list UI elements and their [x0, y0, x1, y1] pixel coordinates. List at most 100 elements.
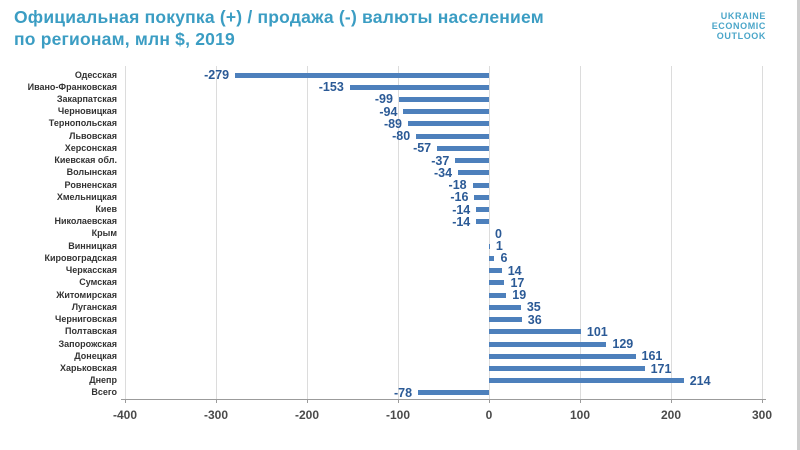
bar	[489, 243, 490, 249]
bar-value-label: -18	[448, 178, 467, 193]
bar	[349, 84, 489, 90]
bar	[489, 304, 521, 310]
bar-value-label: -57	[413, 141, 432, 156]
logo-ukraine-economic-outlook: UKRAINE ECONOMIC OUTLOOK	[712, 11, 766, 41]
x-axis-tick	[762, 399, 763, 403]
y-axis-label: Днепр	[89, 375, 117, 386]
y-axis-label: Тернопольская	[48, 118, 117, 129]
x-axis-tick-label: -400	[112, 408, 138, 422]
bar	[489, 268, 502, 274]
bar	[489, 341, 607, 347]
bar-value-label: -16	[450, 190, 469, 205]
bar	[476, 207, 489, 213]
x-axis-tick	[307, 399, 308, 403]
y-axis-label: Хмельницкая	[56, 191, 117, 202]
y-axis-label: Кировоградская	[44, 252, 117, 263]
gridline	[489, 66, 490, 399]
bar	[458, 170, 489, 176]
bar	[489, 280, 505, 286]
y-axis-label: Черкасская	[65, 265, 117, 276]
bar	[489, 353, 636, 359]
logo-line: ECONOMIC	[711, 21, 766, 31]
bar-value-label: 101	[586, 324, 608, 339]
bar-value-label: 1	[495, 239, 503, 254]
bar	[489, 366, 645, 372]
y-axis-label: Черниговская	[55, 314, 117, 325]
x-axis-line	[121, 399, 766, 400]
y-axis-label: Киев	[95, 204, 117, 215]
bar-value-label: -99	[374, 92, 393, 107]
bar	[235, 72, 489, 78]
bar-value-label: -14	[452, 214, 471, 229]
bar-value-label: -89	[383, 116, 403, 131]
y-axis-label: Киевская обл.	[54, 155, 117, 166]
y-axis-label: Всего	[91, 387, 117, 398]
bar	[418, 390, 489, 396]
y-axis-label: Луганская	[71, 301, 117, 312]
x-axis-tick-label: 0	[485, 408, 493, 422]
y-axis-label: Винницкая	[68, 240, 117, 251]
bar	[474, 194, 489, 200]
bar-value-label: -78	[393, 385, 413, 400]
bar-value-label: -80	[392, 129, 411, 144]
y-axis-label: Одесская	[74, 69, 117, 80]
y-axis-label: Херсонская	[64, 142, 117, 153]
bar	[489, 255, 495, 261]
window-right-edge	[797, 0, 800, 450]
y-axis-label: Крым	[91, 228, 117, 239]
y-axis-label: Житомирская	[56, 289, 117, 300]
bar	[416, 133, 489, 139]
bar-value-label: -14	[452, 202, 471, 217]
y-axis-label: Николаевская	[54, 216, 118, 227]
bar	[455, 158, 489, 164]
chart-title-line2: по регионам, млн $, 2019	[14, 29, 235, 49]
bar-value-label: 171	[650, 361, 672, 376]
x-axis-tick-label: -100	[385, 408, 411, 422]
bar	[403, 109, 489, 115]
bar-value-label: 0	[495, 226, 502, 241]
bar-value-label: 19	[512, 288, 527, 303]
bar-value-label: 6	[500, 251, 508, 266]
x-axis-tick	[216, 399, 217, 403]
bar-value-label: -153	[318, 80, 344, 95]
bar	[489, 292, 507, 298]
x-axis-tick	[580, 399, 581, 403]
x-axis-tick-label: 200	[660, 408, 682, 422]
x-axis-tick	[398, 399, 399, 403]
bar-value-label: -279	[204, 68, 230, 82]
bar	[489, 317, 522, 323]
gridline	[671, 66, 672, 399]
y-axis-label: Полтавская	[65, 326, 117, 337]
gridline	[580, 66, 581, 399]
chart-title: Официальная покупка (+) / продажа (-) ва…	[14, 6, 674, 50]
bar-value-label: 17	[510, 275, 525, 290]
bar	[398, 96, 489, 102]
bar	[408, 121, 489, 127]
x-axis-tick	[125, 399, 126, 403]
bar	[489, 378, 684, 384]
bar	[476, 219, 489, 225]
y-axis-label: Харьковская	[60, 363, 117, 374]
y-axis-label: Волынская	[66, 167, 117, 178]
x-axis-tick	[671, 399, 672, 403]
y-axis-label: Черновицкая	[57, 106, 117, 117]
gridline	[307, 66, 308, 399]
x-axis-tick-label: -300	[203, 408, 229, 422]
x-axis-tick-label: 300	[751, 408, 773, 422]
y-axis-label: Львовская	[69, 130, 117, 141]
x-axis-tick-label: 100	[569, 408, 591, 422]
y-axis-label: Сумская	[79, 277, 117, 288]
gridline	[125, 66, 126, 399]
y-axis-label: Запорожская	[58, 338, 117, 349]
gridline	[762, 66, 763, 399]
y-axis-label: Ивано-Франковская	[27, 81, 117, 92]
bar-value-label: -37	[431, 153, 450, 168]
y-axis-label: Донецкая	[74, 350, 117, 361]
bar-value-label: 14	[507, 263, 522, 278]
x-axis-tick	[489, 399, 490, 403]
bar-value-label: 129	[612, 337, 634, 352]
x-axis-tick-label: -200	[294, 408, 320, 422]
gridline	[216, 66, 217, 399]
